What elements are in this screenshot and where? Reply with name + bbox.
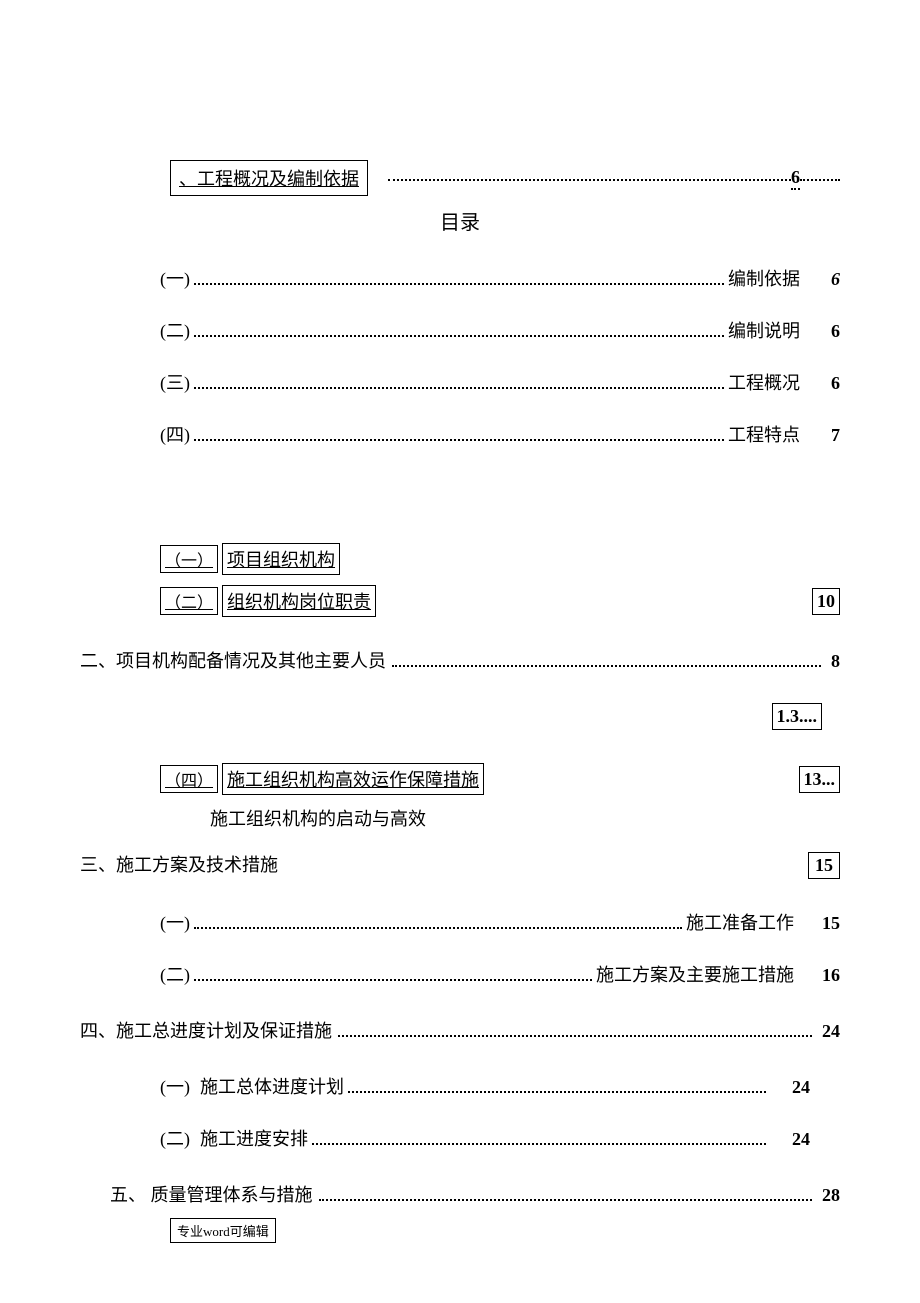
item-desc: 施工进度安排: [200, 1125, 308, 1151]
section-5: 五、 质量管理体系与措施 28: [110, 1181, 840, 1207]
sub-item-1: （一） 项目组织机构: [160, 543, 840, 575]
toc-item-1: (一) 编制依据 6: [160, 265, 840, 291]
sub-item-2: （二） 组织机构岗位职责 10: [160, 585, 840, 617]
page-num: 7: [810, 425, 840, 446]
leader: [194, 329, 724, 337]
item-desc: 工程特点: [728, 421, 800, 447]
page-num: 28: [822, 1185, 840, 1206]
page-num: 8: [831, 651, 840, 672]
item-desc: 施工方案及主要施工措施: [596, 961, 794, 987]
toc-title: 目录: [80, 206, 840, 235]
toc-item-4: (四) 工程特点 7: [160, 421, 840, 447]
item-text: 施工组织机构高效运作保障措施: [222, 763, 484, 795]
footer-watermark: 专业word可编辑: [170, 1218, 276, 1243]
toc-item-2: (二) 编制说明 6: [160, 317, 840, 343]
leader: [392, 659, 821, 667]
section-title: 三、施工方案及技术措施: [80, 851, 278, 877]
section-2: 二、项目机构配备情况及其他主要人员 8: [80, 647, 840, 673]
leader: [388, 171, 791, 181]
leader-tail: [800, 171, 840, 181]
page-num: 24: [780, 1077, 810, 1098]
item-num: （二）: [160, 587, 218, 615]
leader: [194, 381, 724, 389]
item-num: （一）: [160, 545, 218, 573]
item-num: （四）: [160, 765, 218, 793]
leader: [194, 433, 724, 441]
sub-item-4-extra: 施工组织机构的启动与高效: [210, 805, 840, 831]
item-desc: 施工总体进度计划: [200, 1073, 344, 1099]
page-num: 6: [810, 373, 840, 394]
section-title: 五、 质量管理体系与措施: [110, 1181, 313, 1207]
page-num-float: 1.3....: [772, 703, 823, 730]
page-num: 15: [804, 913, 840, 934]
page-num: 24: [822, 1021, 840, 1042]
page-num: 10: [812, 588, 840, 615]
page-num: 6: [810, 269, 840, 290]
item-desc: 工程概况: [728, 369, 800, 395]
page-num: 6: [791, 167, 800, 190]
item-num: (二): [160, 317, 190, 343]
item-num: (四): [160, 421, 190, 447]
item-num: (一): [160, 909, 190, 935]
page-num: 15: [808, 852, 840, 879]
page-num: 6: [810, 321, 840, 342]
toc-item-b2: (二) 施工方案及主要施工措施 16: [160, 961, 840, 987]
toc-item-c1: (一) 施工总体进度计划 24: [160, 1073, 810, 1099]
item-desc: 施工准备工作: [686, 909, 794, 935]
item-num: (三): [160, 369, 190, 395]
section-4: 四、施工总进度计划及保证措施 24: [80, 1017, 840, 1043]
section-title: 四、施工总进度计划及保证措施: [80, 1017, 332, 1043]
page-num: 13...: [799, 766, 841, 793]
leader: [319, 1193, 813, 1201]
leader: [194, 921, 682, 929]
item-desc: 编制依据: [728, 265, 800, 291]
header-row: 、工程概况及编制依据 6: [170, 160, 840, 196]
item-num: (一): [160, 265, 190, 291]
item-desc: 编制说明: [728, 317, 800, 343]
toc-item-c2: (二) 施工进度安排 24: [160, 1125, 810, 1151]
item-num: (二): [160, 961, 190, 987]
leader: [312, 1137, 766, 1145]
leader: [338, 1029, 812, 1037]
item-num: (二): [160, 1125, 190, 1151]
section-1-title: 、工程概况及编制依据: [170, 160, 368, 196]
toc-item-b1: (一) 施工准备工作 15: [160, 909, 840, 935]
leader: [194, 277, 724, 285]
item-text: 组织机构岗位职责: [222, 585, 376, 617]
leader: [348, 1085, 766, 1093]
page-num: 24: [780, 1129, 810, 1150]
page-num: 16: [804, 965, 840, 986]
leader: [194, 973, 592, 981]
sub-item-4: （四） 施工组织机构高效运作保障措施 13...: [160, 763, 840, 795]
page-content: 、工程概况及编制依据 6 目录 (一) 编制依据 6 (二) 编制说明 6 (三…: [0, 0, 920, 1207]
section-3: 三、施工方案及技术措施 15: [80, 851, 840, 879]
item-num: (一): [160, 1073, 190, 1099]
section-title: 二、项目机构配备情况及其他主要人员: [80, 647, 386, 673]
toc-item-3: (三) 工程概况 6: [160, 369, 840, 395]
item-text: 项目组织机构: [222, 543, 340, 575]
